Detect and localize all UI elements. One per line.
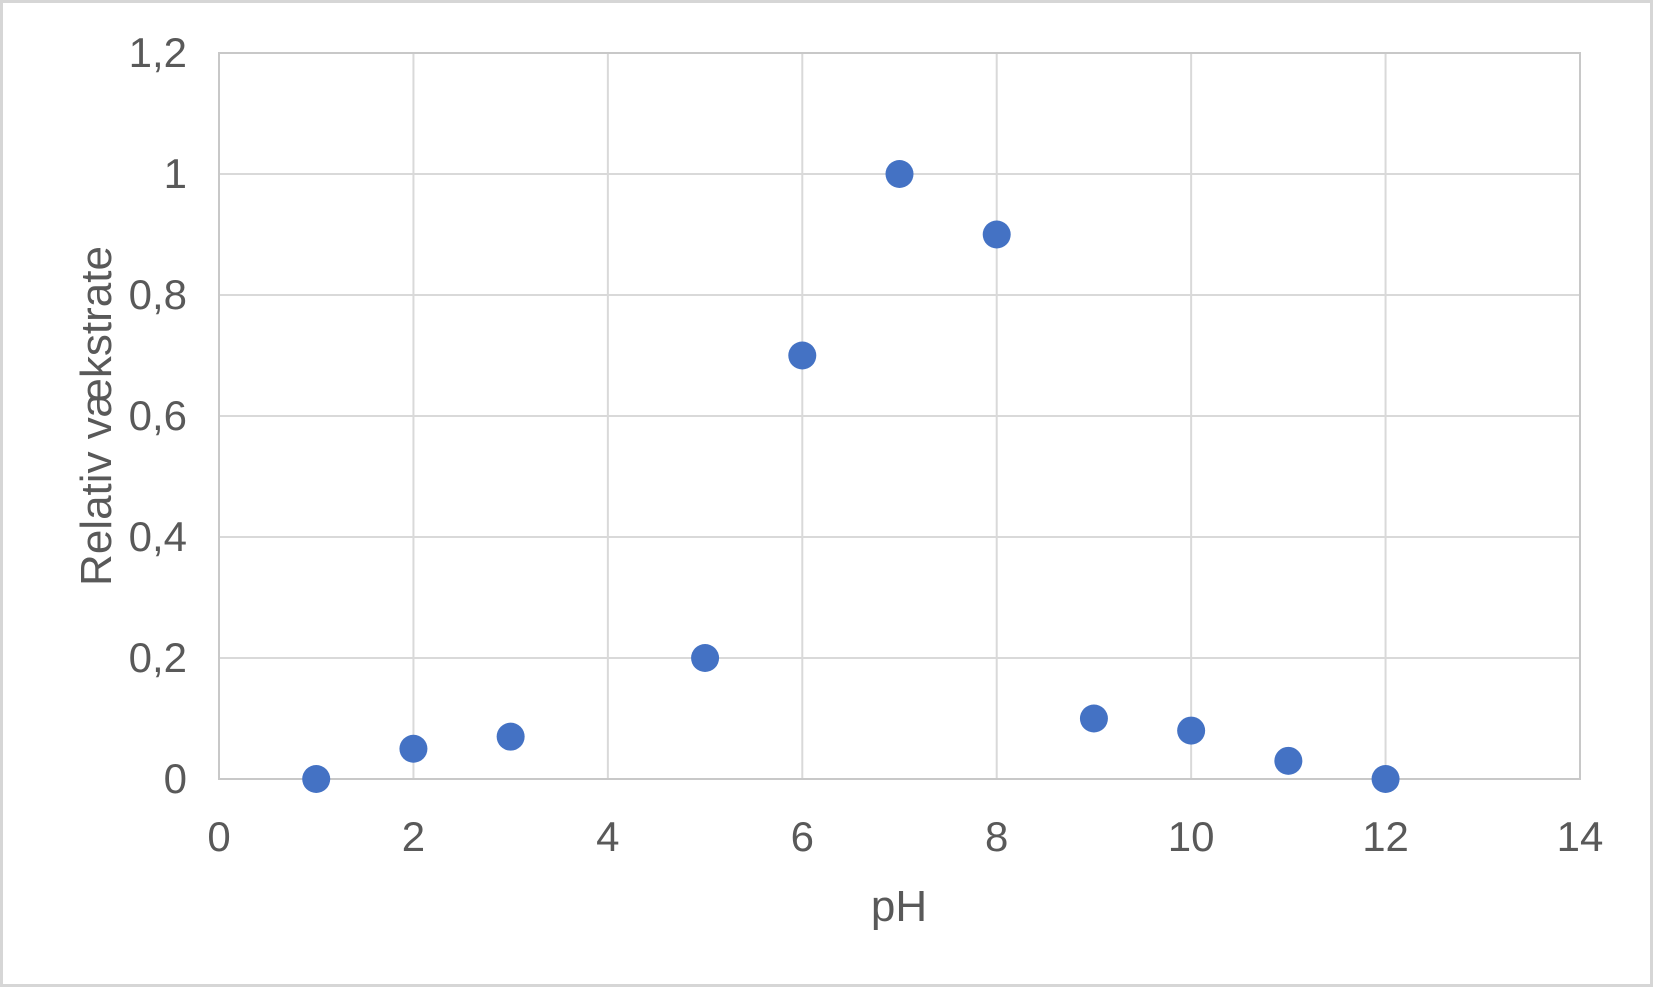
y-tick-label: 1 [164, 150, 187, 197]
data-point [788, 341, 817, 370]
y-tick-label: 0 [164, 755, 187, 802]
data-point [691, 644, 720, 672]
x-tick-label: 0 [207, 813, 230, 860]
data-point [885, 160, 914, 188]
data-point [1177, 716, 1206, 745]
y-tick-label: 0,2 [129, 634, 187, 681]
data-point [302, 765, 331, 793]
x-tick-label: 6 [791, 813, 814, 860]
data-point [1079, 704, 1108, 733]
data-point [399, 734, 428, 763]
x-tick-label: 8 [985, 813, 1008, 860]
data-point [1274, 746, 1303, 775]
x-tick-label: 2 [402, 813, 425, 860]
y-tick-label: 1,2 [129, 29, 187, 76]
data-point [496, 722, 525, 751]
x-tick-label: 10 [1168, 813, 1215, 860]
x-tick-label: 14 [1557, 813, 1604, 860]
x-axis-title: pH [870, 882, 928, 931]
x-tick-label: 4 [596, 813, 619, 860]
x-tick-label: 12 [1362, 813, 1409, 860]
data-point [1371, 765, 1400, 793]
plot-area-border [218, 52, 1581, 780]
y-axis-title: Relativ vækstrate [72, 246, 121, 586]
y-tick-label: 0,8 [129, 271, 187, 318]
data-point [982, 220, 1011, 249]
y-tick-label: 0,6 [129, 392, 187, 439]
y-tick-label: 0,4 [129, 513, 187, 560]
